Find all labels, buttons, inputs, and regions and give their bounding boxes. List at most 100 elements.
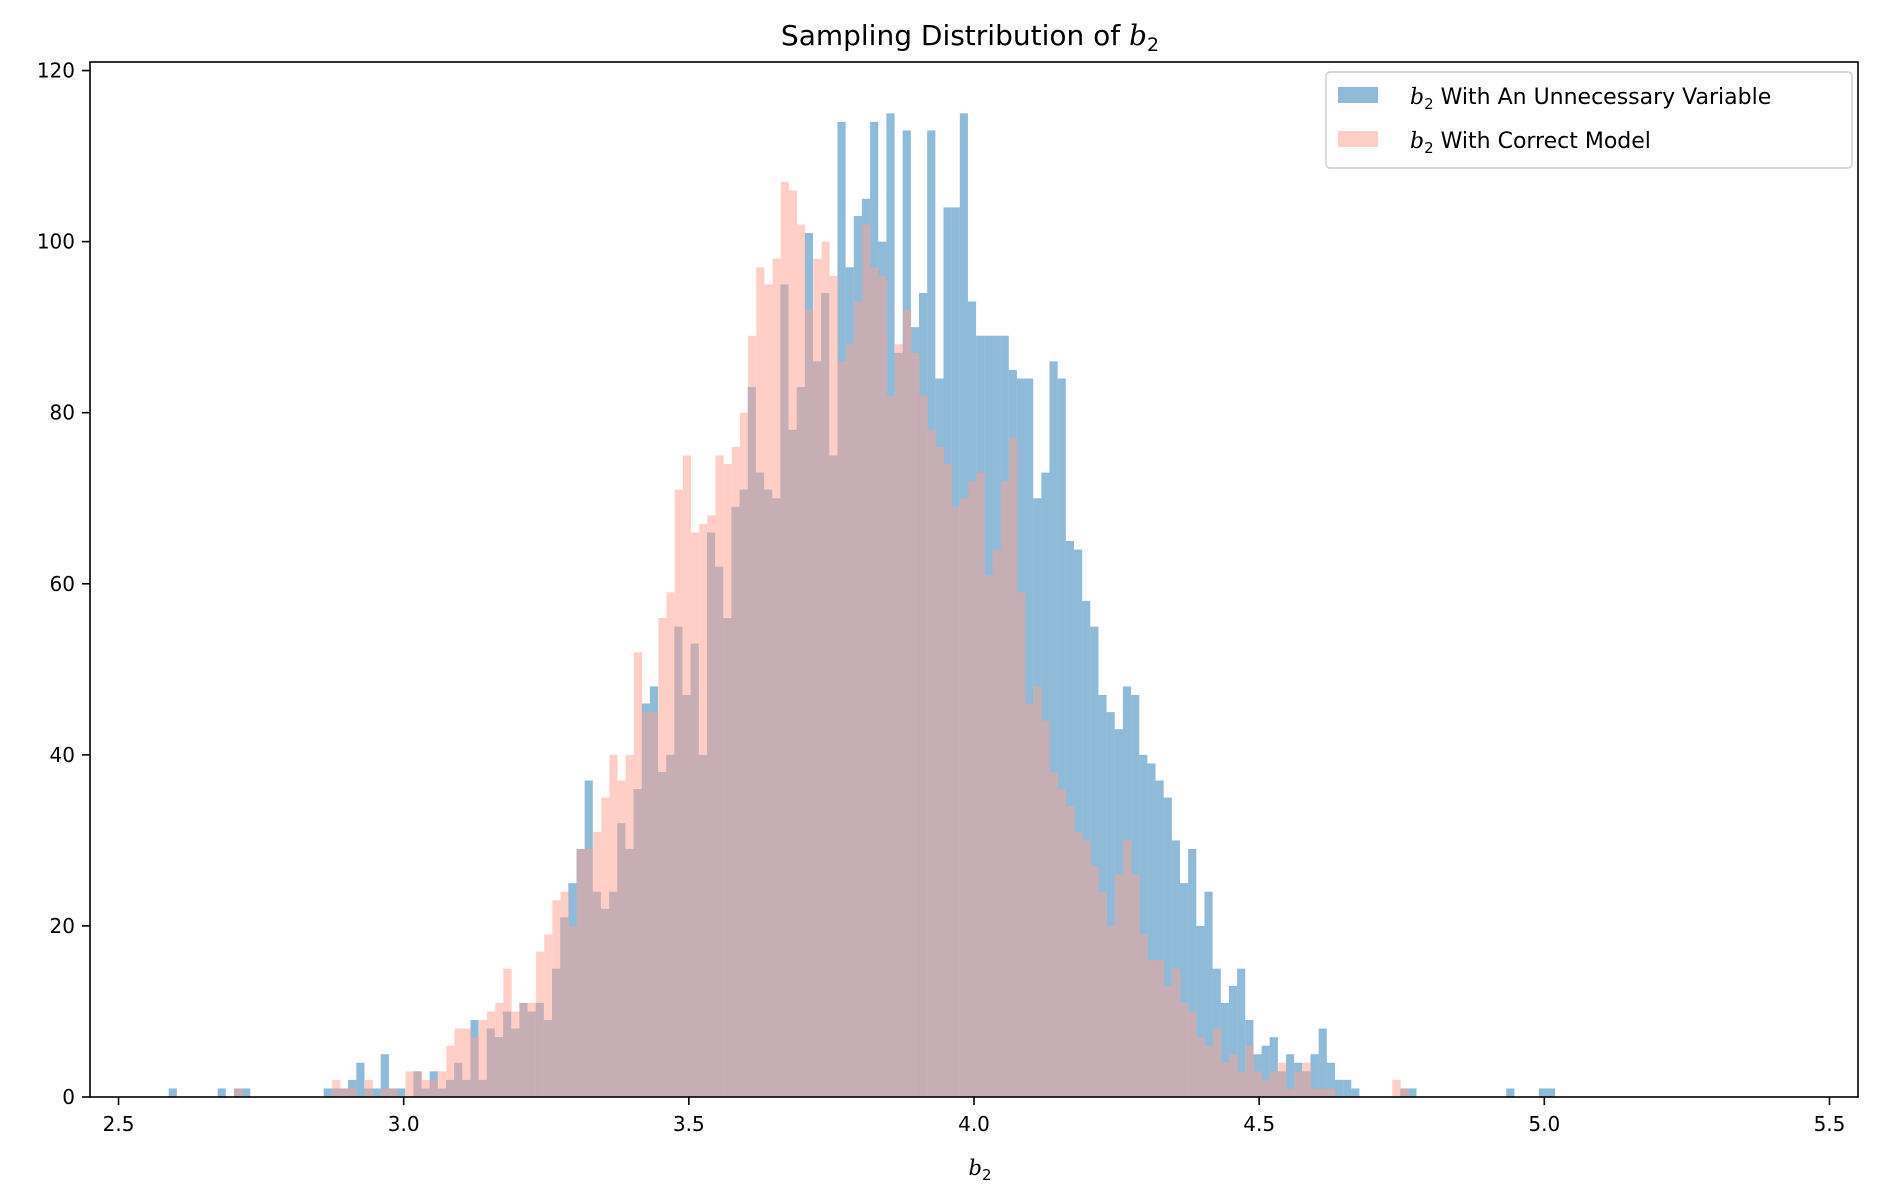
legend: b2 With An Unnecessary Variable b2 With … <box>1325 71 1853 169</box>
bar-unnecessary-variable <box>1196 925 1205 1097</box>
bar-correct-model <box>348 1088 357 1097</box>
bar-correct-model <box>691 532 700 1097</box>
bar-unnecessary-variable <box>1343 1079 1352 1097</box>
bar-correct-model <box>1115 874 1124 1097</box>
bar-correct-model <box>821 241 830 1097</box>
bar-correct-model <box>552 900 561 1097</box>
bar-correct-model <box>911 352 920 1098</box>
bar-correct-model <box>560 891 569 1097</box>
bar-correct-model <box>487 1011 496 1097</box>
bar-correct-model <box>788 190 798 1097</box>
bar-correct-model <box>854 301 863 1097</box>
bar-correct-model <box>837 361 846 1097</box>
bar-unnecessary-variable <box>1334 1079 1344 1097</box>
bar-correct-model <box>1123 840 1132 1097</box>
x-tick-label: 3.0 <box>388 1112 420 1136</box>
bar-correct-model <box>617 780 626 1097</box>
bar-correct-model <box>1106 925 1116 1097</box>
bar-unnecessary-variable <box>356 1062 365 1097</box>
legend-box <box>1325 71 1853 169</box>
bar-correct-model <box>1400 1088 1409 1097</box>
bar-correct-model <box>976 472 985 1098</box>
y-tick-label: 80 <box>50 401 75 425</box>
bar-correct-model <box>1188 1011 1197 1097</box>
bar-correct-model <box>413 1071 422 1097</box>
y-tick-label: 40 <box>50 743 75 767</box>
bar-correct-model <box>1000 481 1010 1097</box>
bar-correct-model <box>1033 686 1042 1097</box>
bar-correct-model <box>438 1071 447 1097</box>
bar-correct-model <box>1172 968 1181 1097</box>
bar-correct-model <box>1212 1028 1222 1097</box>
bar-unnecessary-variable <box>1057 378 1066 1097</box>
bar-correct-model <box>340 1088 349 1097</box>
bar-correct-model <box>446 1045 455 1097</box>
legend-swatch-correct-model <box>1338 131 1378 147</box>
bar-correct-model <box>1270 1071 1279 1097</box>
bar-correct-model <box>992 549 1001 1097</box>
bar-correct-model <box>1131 874 1140 1097</box>
bar-correct-model <box>1261 1079 1271 1097</box>
bar-correct-model <box>1294 1071 1303 1097</box>
bar-unnecessary-variable <box>1180 883 1189 1097</box>
bar-correct-model <box>1253 1071 1262 1097</box>
bar-correct-model <box>1147 960 1156 1097</box>
bar-correct-model <box>633 652 643 1097</box>
bar-correct-model <box>1058 789 1067 1097</box>
bar-correct-model <box>658 617 667 1097</box>
bar-correct-model <box>968 481 977 1097</box>
bar-correct-model <box>470 1037 479 1097</box>
bar-unnecessary-variable <box>1310 1054 1319 1097</box>
axis-ticks: 2.5 3.0 3.5 4.0 4.5 5.0 5.5 0 20 40 60 80 100 120 <box>37 59 1846 1136</box>
bar-correct-model <box>1155 960 1165 1097</box>
bar-correct-model <box>862 224 871 1097</box>
y-tick-label: 120 <box>37 59 75 83</box>
bar-correct-model <box>960 498 969 1097</box>
bar-correct-model <box>568 925 577 1097</box>
bar-correct-model <box>478 1020 488 1097</box>
bar-correct-model <box>642 712 651 1097</box>
bar-correct-model <box>984 575 993 1097</box>
bar-correct-model <box>625 754 634 1097</box>
bar-unnecessary-variable <box>217 1088 226 1097</box>
bar-correct-model <box>699 523 708 1097</box>
bar-correct-model <box>1082 840 1091 1097</box>
x-tick-label: 5.5 <box>1814 1112 1846 1136</box>
bar-correct-model <box>715 455 724 1098</box>
bar-correct-model <box>584 848 594 1097</box>
bar-correct-model <box>332 1079 341 1097</box>
bar-correct-model <box>829 275 838 1098</box>
bar-correct-model <box>1318 1088 1328 1097</box>
x-tick-label: 5.0 <box>1528 1112 1560 1136</box>
bar-correct-model <box>462 1028 471 1097</box>
bar-unnecessary-variable <box>1269 1037 1278 1097</box>
bar-unnecessary-variable <box>1318 1028 1327 1097</box>
bar-correct-model <box>234 1088 243 1097</box>
bar-correct-model <box>1180 1002 1189 1097</box>
bar-correct-model <box>805 310 814 1097</box>
bar-unnecessary-variable <box>1237 968 1246 1097</box>
bar-correct-model <box>870 267 879 1097</box>
bar-correct-model <box>739 412 749 1097</box>
bar-correct-model <box>845 344 855 1097</box>
bar-correct-model <box>772 258 781 1097</box>
bar-correct-model <box>1237 1071 1246 1097</box>
bar-unnecessary-variable <box>1538 1088 1548 1097</box>
bar-correct-model <box>1196 1037 1205 1097</box>
bar-correct-model <box>1139 934 1148 1097</box>
bar-correct-model <box>682 455 692 1098</box>
bar-correct-model <box>1090 866 1099 1097</box>
bar-correct-model <box>1066 806 1075 1097</box>
bar-unnecessary-variable <box>242 1088 251 1097</box>
bar-correct-model <box>544 934 553 1097</box>
bar-correct-model <box>674 489 683 1097</box>
bar-unnecessary-variable <box>1163 797 1172 1097</box>
bar-correct-model <box>943 464 952 1097</box>
bar-correct-model <box>381 1088 390 1097</box>
bar-correct-model <box>1017 592 1026 1097</box>
bar-correct-model <box>748 335 757 1098</box>
bar-unnecessary-variable <box>1261 1045 1270 1097</box>
bar-unnecessary-variable <box>1408 1088 1417 1097</box>
bar-correct-model <box>430 1079 439 1097</box>
bar-correct-model <box>421 1079 431 1097</box>
